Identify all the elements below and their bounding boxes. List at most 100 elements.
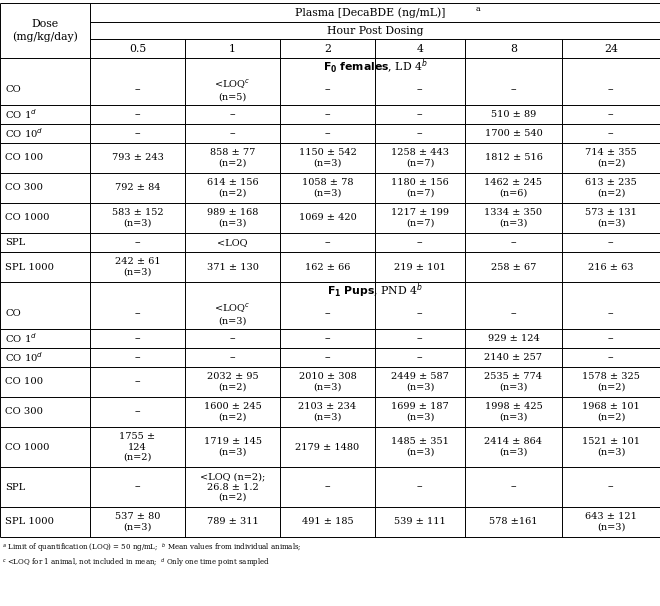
Text: --: -- xyxy=(229,129,236,138)
Text: 1058 ± 78
(n=3): 1058 ± 78 (n=3) xyxy=(302,178,353,198)
Text: 1521 ± 101
(n=3): 1521 ± 101 (n=3) xyxy=(582,438,640,457)
Text: 2140 ± 257: 2140 ± 257 xyxy=(484,353,543,362)
Text: 2179 ± 1480: 2179 ± 1480 xyxy=(296,442,360,451)
Text: CO 10$^d$: CO 10$^d$ xyxy=(5,127,44,141)
Text: CO 300: CO 300 xyxy=(5,184,43,193)
Text: 1755 ±
124
(n=2): 1755 ± 124 (n=2) xyxy=(119,432,156,462)
Text: 1578 ± 325
(n=2): 1578 ± 325 (n=2) xyxy=(582,372,640,391)
Text: 219 ± 101: 219 ± 101 xyxy=(394,262,446,271)
Text: 2449 ± 587
(n=3): 2449 ± 587 (n=3) xyxy=(391,372,449,391)
Text: CO 1000: CO 1000 xyxy=(5,213,50,222)
Text: 4: 4 xyxy=(416,44,424,53)
Text: 162 ± 66: 162 ± 66 xyxy=(305,262,350,271)
Text: --: -- xyxy=(324,110,331,119)
Text: --: -- xyxy=(134,378,141,387)
Text: --: -- xyxy=(416,238,423,247)
Text: 989 ± 168
(n=3): 989 ± 168 (n=3) xyxy=(207,208,258,228)
Text: 371 ± 130: 371 ± 130 xyxy=(207,262,259,271)
Text: <LOQ: <LOQ xyxy=(217,238,248,247)
Text: --: -- xyxy=(608,353,614,362)
Text: --: -- xyxy=(134,85,141,95)
Text: --: -- xyxy=(134,129,141,138)
Text: --: -- xyxy=(324,482,331,491)
Text: --: -- xyxy=(416,310,423,319)
Text: 1700 ± 540: 1700 ± 540 xyxy=(484,129,543,138)
Text: 24: 24 xyxy=(604,44,618,53)
Text: 1069 ± 420: 1069 ± 420 xyxy=(298,213,356,222)
Text: 1150 ± 542
(n=3): 1150 ± 542 (n=3) xyxy=(298,148,356,168)
Text: SPL 1000: SPL 1000 xyxy=(5,262,54,271)
Text: 8: 8 xyxy=(510,44,517,53)
Text: --: -- xyxy=(510,238,517,247)
Text: --: -- xyxy=(608,334,614,343)
Text: 2414 ± 864
(n=3): 2414 ± 864 (n=3) xyxy=(484,438,543,457)
Text: --: -- xyxy=(134,238,141,247)
Text: CO 10$^d$: CO 10$^d$ xyxy=(5,351,44,364)
Text: CO 1$^d$: CO 1$^d$ xyxy=(5,108,37,121)
Text: --: -- xyxy=(134,110,141,119)
Text: CO 300: CO 300 xyxy=(5,407,43,416)
Text: --: -- xyxy=(324,334,331,343)
Text: --: -- xyxy=(510,482,517,491)
Text: --: -- xyxy=(608,238,614,247)
Text: --: -- xyxy=(134,334,141,343)
Text: --: -- xyxy=(324,129,331,138)
Text: --: -- xyxy=(416,334,423,343)
Text: --: -- xyxy=(416,110,423,119)
Text: --: -- xyxy=(608,110,614,119)
Text: --: -- xyxy=(134,353,141,362)
Text: CO: CO xyxy=(5,310,20,319)
Text: a: a xyxy=(476,5,480,13)
Text: $\mathbf{F_0}$ $\mathbf{females}$, LD 4$^b$: $\mathbf{F_0}$ $\mathbf{females}$, LD 4$… xyxy=(323,58,428,76)
Text: Dose
(mg/kg/day): Dose (mg/kg/day) xyxy=(12,19,78,42)
Text: --: -- xyxy=(134,310,141,319)
Text: <LOQ$^c$
(n=5): <LOQ$^c$ (n=5) xyxy=(214,78,251,102)
Text: 2010 ± 308
(n=3): 2010 ± 308 (n=3) xyxy=(298,372,356,391)
Text: --: -- xyxy=(416,482,423,491)
Text: --: -- xyxy=(324,353,331,362)
Text: --: -- xyxy=(229,334,236,343)
Text: 242 ± 61
(n=3): 242 ± 61 (n=3) xyxy=(115,258,160,277)
Text: 537 ± 80
(n=3): 537 ± 80 (n=3) xyxy=(115,512,160,531)
Text: 643 ± 121
(n=3): 643 ± 121 (n=3) xyxy=(585,512,637,531)
Text: --: -- xyxy=(134,407,141,416)
Text: <LOQ (n=2);
26.8 ± 1.2
(n=2): <LOQ (n=2); 26.8 ± 1.2 (n=2) xyxy=(200,472,265,502)
Text: --: -- xyxy=(416,353,423,362)
Text: --: -- xyxy=(324,310,331,319)
Text: 539 ± 111: 539 ± 111 xyxy=(394,518,446,527)
Text: 929 ± 124: 929 ± 124 xyxy=(488,334,539,343)
Text: 1699 ± 187
(n=3): 1699 ± 187 (n=3) xyxy=(391,402,449,422)
Text: --: -- xyxy=(324,238,331,247)
Text: 573 ± 131
(n=3): 573 ± 131 (n=3) xyxy=(585,208,637,228)
Text: --: -- xyxy=(510,85,517,95)
Text: CO 100: CO 100 xyxy=(5,153,43,162)
Text: 1180 ± 156
(n=7): 1180 ± 156 (n=7) xyxy=(391,178,449,198)
Text: 1485 ± 351
(n=3): 1485 ± 351 (n=3) xyxy=(391,438,449,457)
Text: SPL 1000: SPL 1000 xyxy=(5,518,54,527)
Text: 792 ± 84: 792 ± 84 xyxy=(115,184,160,193)
Text: 2535 ± 774
(n=3): 2535 ± 774 (n=3) xyxy=(484,372,543,391)
Text: 510 ± 89: 510 ± 89 xyxy=(491,110,536,119)
Text: Hour Post Dosing: Hour Post Dosing xyxy=(327,25,423,36)
Text: --: -- xyxy=(608,129,614,138)
Text: 2103 ± 234
(n=3): 2103 ± 234 (n=3) xyxy=(298,402,356,422)
Text: SPL: SPL xyxy=(5,238,25,247)
Text: 2: 2 xyxy=(324,44,331,53)
Text: --: -- xyxy=(608,310,614,319)
Text: 0.5: 0.5 xyxy=(129,44,146,53)
Text: 1: 1 xyxy=(229,44,236,53)
Text: CO: CO xyxy=(5,85,20,95)
Text: 1998 ± 425
(n=3): 1998 ± 425 (n=3) xyxy=(484,402,543,422)
Text: 1258 ± 443
(n=7): 1258 ± 443 (n=7) xyxy=(391,148,449,168)
Text: 216 ± 63: 216 ± 63 xyxy=(588,262,634,271)
Text: CO 100: CO 100 xyxy=(5,378,43,387)
Text: CO 1$^d$: CO 1$^d$ xyxy=(5,331,37,345)
Text: 1334 ± 350
(n=3): 1334 ± 350 (n=3) xyxy=(484,208,543,228)
Text: Plasma [DecaBDE (ng/mL)]: Plasma [DecaBDE (ng/mL)] xyxy=(295,7,446,18)
Text: 714 ± 355
(n=2): 714 ± 355 (n=2) xyxy=(585,148,637,168)
Text: 578 ±161: 578 ±161 xyxy=(489,518,538,527)
Text: 583 ± 152
(n=3): 583 ± 152 (n=3) xyxy=(112,208,163,228)
Text: 1812 ± 516: 1812 ± 516 xyxy=(484,153,543,162)
Text: 1968 ± 101
(n=2): 1968 ± 101 (n=2) xyxy=(582,402,640,422)
Text: 789 ± 311: 789 ± 311 xyxy=(207,518,258,527)
